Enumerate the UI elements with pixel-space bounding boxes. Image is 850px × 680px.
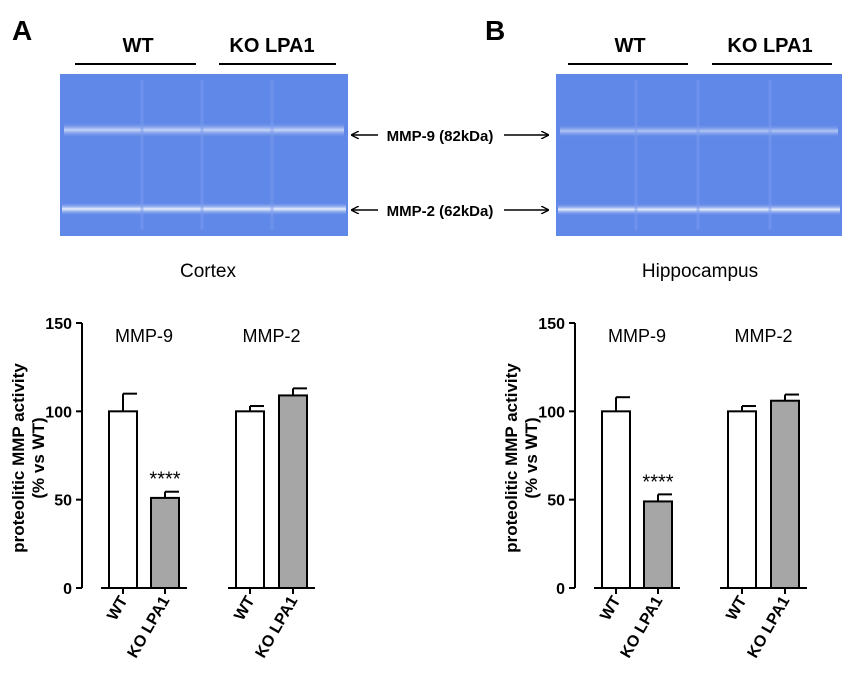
y-axis-label-line1: proteolitic MMP activity [9, 363, 28, 553]
x-category-label: KO LPA1 [125, 593, 174, 661]
group-label: MMP-2 [243, 326, 301, 346]
region-label: Cortex [180, 261, 236, 282]
x-category-label: WT [597, 593, 624, 623]
mmp9-band [64, 122, 344, 138]
x-category-label: WT [231, 593, 258, 623]
gel-header-ko: KO LPA1 [229, 35, 314, 57]
x-category-label: KO LPA1 [618, 593, 667, 661]
y-tick-label: 100 [45, 404, 72, 421]
panel-a: A WT KO LPA1 MMP-9 (82kDa) MMP-2 (62kDa)… [9, 15, 548, 661]
significance-annotation: **** [642, 471, 673, 493]
significance-annotation: **** [149, 469, 180, 491]
group-label: MMP-9 [608, 326, 666, 346]
gel-image [60, 74, 348, 236]
bar-ko-lpa1 [150, 496, 180, 589]
y-tick-label: 50 [54, 493, 72, 510]
bar-wt [235, 410, 265, 590]
y-tick-label: 150 [538, 316, 565, 333]
y-tick-label: 0 [63, 581, 72, 598]
x-category-label: KO LPA1 [253, 593, 302, 661]
panel-letter: B [485, 15, 505, 46]
y-axis-label-line2: (% vs WT) [29, 417, 48, 498]
x-category-label: WT [723, 593, 750, 623]
region-label: Hippocampus [642, 261, 758, 282]
bar-chart-hippocampus: proteolitic MMP activity (% vs WT) 0 50 10… [502, 316, 807, 661]
panel-letter: A [12, 15, 32, 46]
band-label-mmp9: MMP-9 (82kDa) [387, 128, 494, 145]
y-tick-label: 150 [45, 316, 72, 333]
mmp2-band [62, 202, 346, 216]
panel-b: B WT KO LPA1 Hippocampus proteolitic MMP… [485, 15, 842, 661]
x-category-label: WT [104, 593, 131, 623]
gel-header-wt: WT [614, 35, 645, 57]
bar-ko-lpa1 [643, 500, 673, 589]
bar-ko-lpa1 [278, 394, 308, 589]
x-category-label: KO LPA1 [745, 593, 794, 661]
bar-wt [601, 410, 631, 590]
gel-header-ko: KO LPA1 [727, 35, 812, 57]
band-label-mmp2: MMP-2 (62kDa) [387, 203, 494, 220]
y-tick-label: 50 [547, 493, 565, 510]
group-label: MMP-9 [115, 326, 173, 346]
y-axis-label-line2: (% vs WT) [522, 417, 541, 498]
bar-ko-lpa1 [770, 399, 800, 589]
y-tick-label: 0 [556, 581, 565, 598]
group-label: MMP-2 [735, 326, 793, 346]
bar-wt [108, 410, 138, 590]
gel-image [556, 74, 842, 236]
y-tick-label: 100 [538, 404, 565, 421]
bar-chart-cortex: proteolitic MMP activity (% vs WT) 0 50 10… [9, 316, 315, 661]
bar-wt [727, 410, 757, 590]
gel-header-wt: WT [122, 35, 153, 57]
y-axis-label-line1: proteolitic MMP activity [502, 363, 521, 553]
